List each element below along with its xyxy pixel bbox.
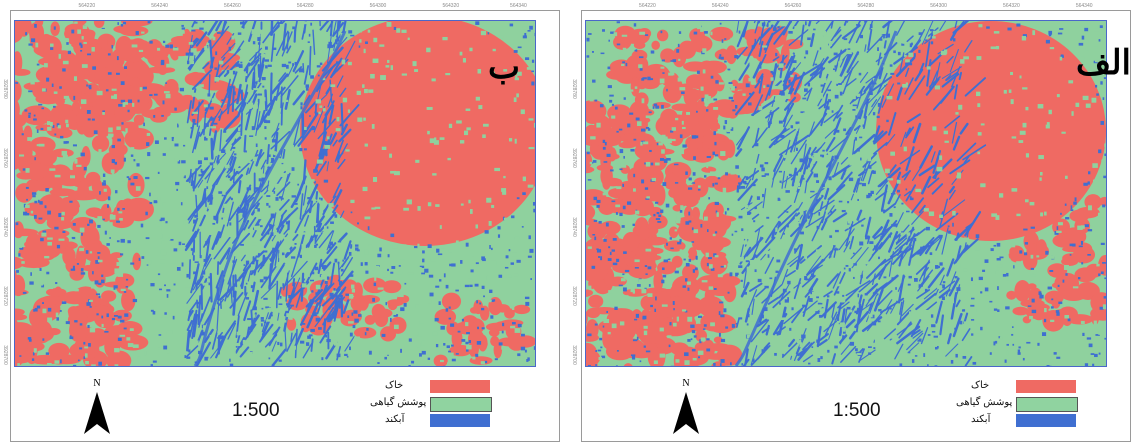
legend-item-gully: آبکند — [370, 412, 510, 429]
north-label: N — [682, 378, 689, 389]
tick-label: 564260 — [224, 3, 241, 9]
tick-label: 564340 — [1075, 3, 1093, 9]
tick-label: 3928720 — [2, 286, 8, 306]
legend-label: آبکند — [971, 414, 991, 425]
legend-item-soil: خاک — [956, 378, 1096, 395]
vegetation-swatch — [430, 397, 492, 412]
soil-swatch — [430, 380, 490, 393]
legend-item-vegetation: پوشش گیاهی — [956, 395, 1096, 412]
tick-label: 3928720 — [571, 286, 577, 306]
tick-label: 564240 — [151, 3, 168, 9]
legend: خاک پوشش گیاهی آبکند — [956, 378, 1096, 429]
left-coordinate-ticks: 3928780 3928760 3928740 3928720 3928700 — [2, 20, 12, 365]
tick-label: 564220 — [78, 3, 96, 9]
legend-item-gully: آبکند — [956, 412, 1096, 429]
gully-swatch — [430, 414, 490, 427]
top-coordinate-ticks: 564220 564240 564260 564280 564300 56432… — [585, 1, 1105, 19]
tick-label: 3928740 — [2, 217, 8, 237]
vegetation-swatch — [1016, 397, 1078, 412]
scale-label: 1:500 — [833, 400, 881, 421]
tick-label: 3928760 — [571, 148, 577, 168]
legend-item-soil: خاک — [370, 378, 510, 395]
legend-label: آبکند — [385, 414, 405, 425]
legend: خاک پوشش گیاهی آبکند — [370, 378, 510, 429]
tick-label: 3928760 — [2, 148, 8, 168]
tick-label: 3928700 — [2, 344, 8, 365]
tick-label: 564320 — [442, 3, 460, 9]
map-panel-alef: 564220 564240 564260 564280 564300 56432… — [571, 0, 1139, 445]
tick-label: 564320 — [1003, 3, 1020, 9]
legend-item-vegetation: پوشش گیاهی — [370, 395, 510, 412]
north-arrow-icon: N — [84, 378, 110, 434]
top-coordinate-ticks: 564220 564240 564260 564280 564300 56432… — [14, 1, 534, 19]
landcover-map — [585, 20, 1107, 367]
tick-label: 564280 — [857, 3, 875, 9]
tick-label: 564300 — [369, 3, 387, 9]
landcover-raster — [586, 21, 1106, 366]
tick-label: 564340 — [510, 3, 527, 9]
map-panel-b: 564220 564240 564260 564280 564300 56432… — [0, 0, 568, 445]
panel-letter: الف — [1076, 43, 1132, 83]
tick-label: 564240 — [711, 3, 729, 9]
soil-swatch — [1016, 380, 1076, 393]
north-arrow-icon: N — [673, 378, 699, 434]
tick-label: 3928700 — [571, 344, 577, 365]
left-coordinate-ticks: 3928780 3928760 3928740 3928720 3928700 — [571, 20, 581, 365]
tick-label: 564220 — [639, 3, 656, 9]
legend-label: پوشش گیاهی — [370, 397, 427, 408]
legend-label: پوشش گیاهی — [956, 397, 1013, 408]
landcover-raster — [15, 21, 535, 366]
tick-label: 564280 — [296, 3, 314, 9]
tick-label: 3928740 — [571, 217, 577, 237]
tick-label: 564260 — [784, 3, 802, 9]
legend-label: خاک — [385, 380, 404, 391]
panel-letter: ب — [488, 47, 521, 87]
tick-label: 564300 — [930, 3, 947, 9]
legend-label: خاک — [971, 380, 990, 391]
scale-label: 1:500 — [232, 400, 280, 421]
north-label: N — [93, 378, 100, 389]
tick-label: 3928780 — [571, 79, 577, 99]
tick-label: 3928780 — [2, 79, 8, 99]
gully-swatch — [1016, 414, 1076, 427]
landcover-map — [14, 20, 536, 367]
